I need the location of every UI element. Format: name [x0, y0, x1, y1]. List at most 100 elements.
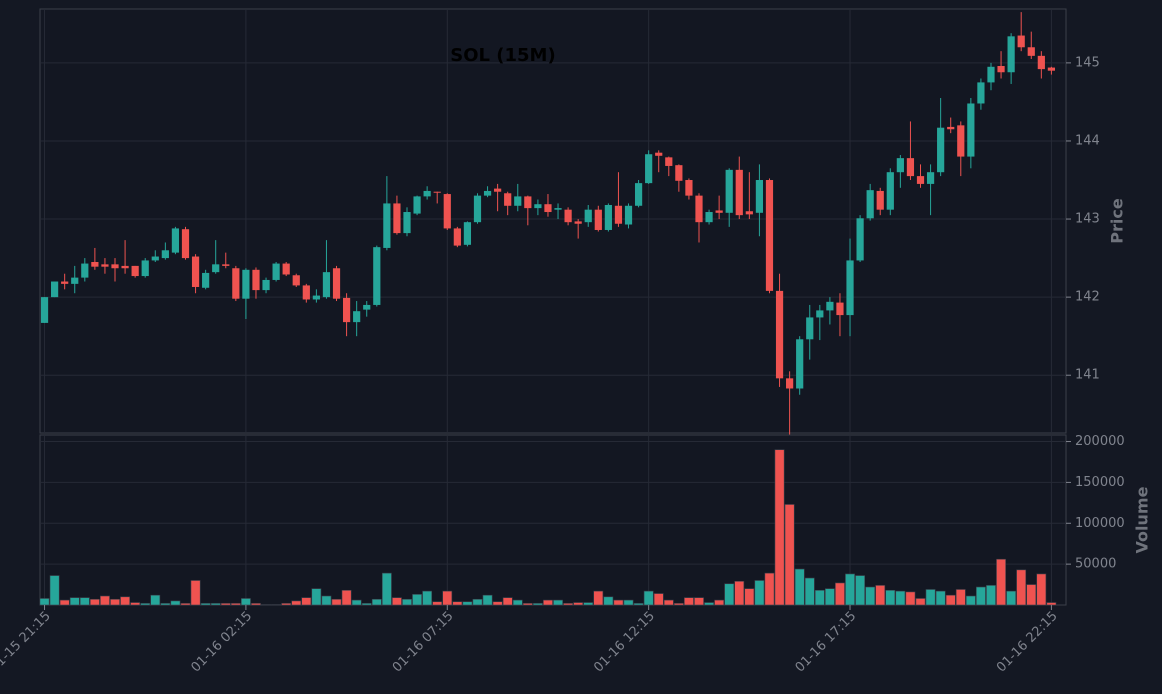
volume-bar [553, 599, 563, 606]
candle-body [916, 176, 925, 184]
candle-body [131, 265, 139, 277]
volume-bar [49, 575, 60, 606]
volume-bar [694, 597, 704, 606]
volume-bar [714, 599, 725, 606]
volume-bar [643, 590, 654, 606]
candle-body [564, 209, 572, 223]
candle-body [926, 172, 935, 184]
volume-bar [754, 580, 765, 606]
volume-bar [522, 603, 533, 606]
volume-bar [241, 598, 251, 606]
candle-body [715, 210, 723, 213]
y-tick-label: 145 [1075, 55, 1100, 70]
candle-body [202, 272, 210, 288]
volume-bar [684, 597, 694, 606]
candle-body [423, 190, 431, 197]
volume-bar [351, 599, 362, 606]
volume-bar [764, 572, 775, 606]
volume-bar [120, 596, 130, 606]
candle-body [906, 158, 915, 177]
candle-body [433, 191, 441, 193]
volume-bar [673, 603, 684, 606]
y-tick-label: 143 [1075, 212, 1100, 227]
candle-body [937, 127, 945, 173]
chart-title: SOL (15M) [450, 45, 555, 66]
candle-body [443, 194, 451, 229]
volume-bar [100, 595, 110, 606]
volume-bar [885, 589, 896, 606]
volume-bar [1026, 584, 1037, 606]
candle-body [665, 157, 673, 166]
volume-bar [230, 603, 241, 606]
volume-bar [291, 600, 302, 606]
candle-body [957, 125, 965, 157]
candle-body [121, 265, 129, 269]
volume-bar [563, 603, 574, 606]
candle-body [111, 264, 119, 269]
volume-bar [220, 603, 231, 606]
candle-body [624, 205, 633, 225]
volume-bar [472, 598, 483, 606]
volume-bar [361, 603, 372, 606]
volume-bar [724, 583, 735, 606]
volume-bar [633, 603, 644, 606]
candle-body [212, 264, 220, 273]
volume-bar [150, 594, 161, 606]
volume-bar [845, 573, 855, 606]
candle-body [816, 310, 824, 318]
candle-body [675, 165, 683, 181]
volume-bar [583, 602, 594, 606]
volume-bar [422, 590, 433, 606]
y-axis-label: Price [1108, 198, 1127, 244]
volume-bar [170, 600, 181, 606]
candle-body [272, 263, 280, 280]
volume-bar [895, 590, 906, 606]
y-tick-label: 50000 [1075, 557, 1116, 572]
candle-body [705, 212, 713, 223]
candle-body [322, 272, 331, 298]
candle-body [554, 208, 562, 210]
candle-body [242, 269, 250, 299]
volume-bar [140, 603, 151, 606]
volume-bar [130, 602, 141, 606]
volume-bar [281, 603, 292, 606]
candle-body [61, 281, 69, 284]
candle-body [685, 180, 693, 196]
volume-bar [190, 580, 201, 606]
candle-body [50, 281, 59, 298]
candle-body [332, 268, 341, 299]
candle-body [826, 301, 834, 311]
candle-body [342, 297, 351, 323]
volume-bar [512, 599, 523, 606]
volume-bar [341, 589, 352, 606]
candle-body [483, 190, 492, 196]
volume-bar [392, 597, 402, 606]
volume-bar [200, 603, 211, 606]
volume-bar [965, 595, 976, 606]
candle-body [1017, 35, 1025, 48]
volume-bar [180, 603, 191, 606]
candle-body [282, 263, 290, 275]
candle-body [383, 203, 391, 248]
volume-bar [784, 504, 795, 606]
volume-bar [824, 588, 835, 606]
volume-bar [89, 598, 100, 606]
candle-body [856, 218, 864, 261]
volume-bar [976, 586, 986, 606]
candle-body [453, 228, 461, 246]
volume-bar [623, 599, 634, 606]
candle-body [232, 268, 240, 299]
candle-body [997, 66, 1005, 73]
volume-bar [502, 597, 513, 606]
candle-body [987, 66, 995, 83]
volume-bar [955, 589, 966, 606]
candle-body [191, 256, 200, 287]
volume-bar [331, 598, 342, 606]
volume-bar [945, 594, 956, 606]
candle-body [473, 195, 482, 223]
candle-body [302, 285, 310, 300]
candle-body [403, 212, 411, 234]
candle-body [1047, 67, 1056, 71]
candle-body [866, 190, 874, 219]
volume-bar [251, 603, 261, 606]
